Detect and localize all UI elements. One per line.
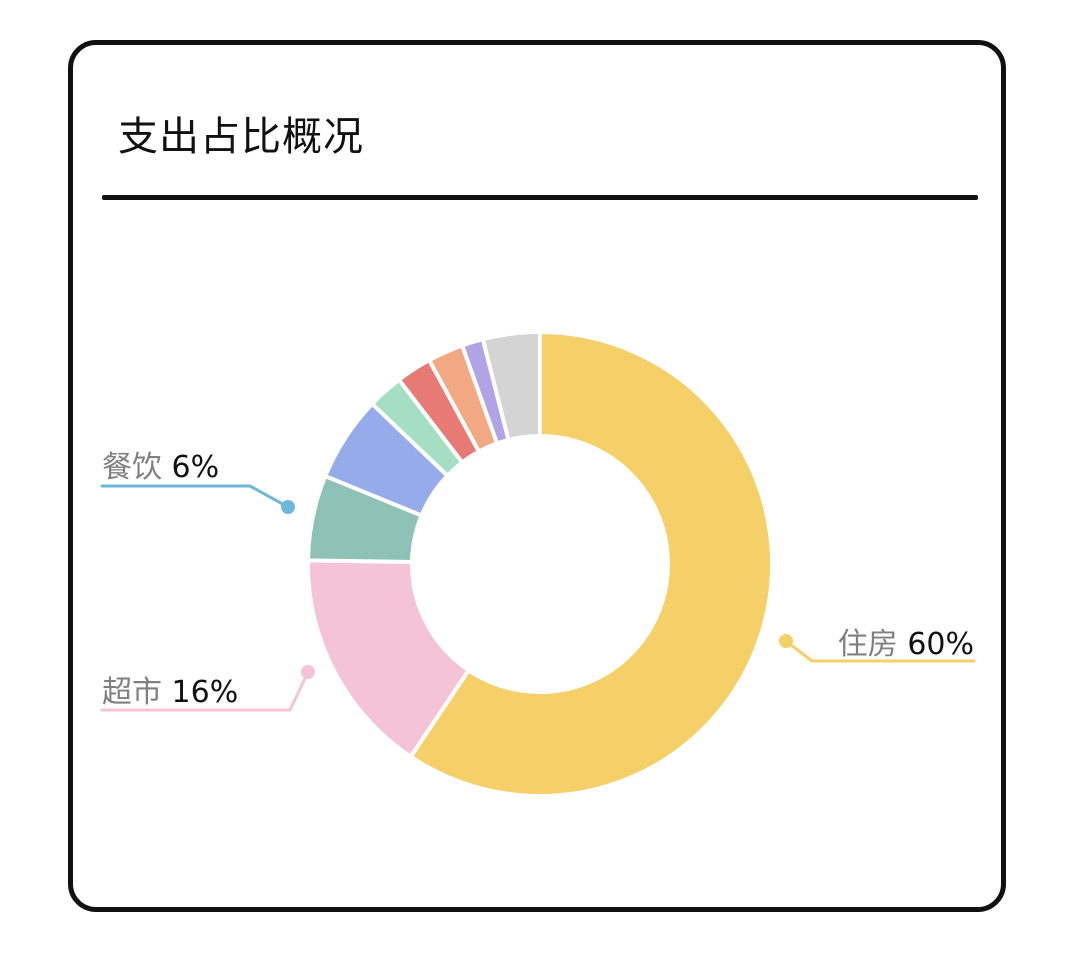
title-divider <box>102 195 978 200</box>
callout-line-3 <box>100 484 290 509</box>
callout-value-0: 60% <box>907 627 974 662</box>
callout-value-1: 16% <box>172 675 239 710</box>
donut-slice-0 <box>408 330 774 798</box>
donut-slice-8 <box>480 330 542 442</box>
donut-slice-1 <box>306 558 471 759</box>
callout-dot-0 <box>779 634 793 648</box>
callout-category-3: 餐饮 <box>102 450 172 485</box>
callout-value-3: 6% <box>172 450 220 485</box>
callout-label-3: 餐饮 6% <box>102 450 219 485</box>
callout-line-1 <box>100 670 310 712</box>
callout-category-0: 住房 <box>838 627 908 662</box>
callout-line-0 <box>784 639 976 663</box>
callout-dot-3 <box>281 500 295 514</box>
callout-category-1: 超市 <box>102 675 172 710</box>
callout-label-1: 超市 16% <box>102 675 238 710</box>
card-title: 支出占比概况 <box>118 114 364 160</box>
callout-dot-1 <box>301 665 315 679</box>
callout-label-0: 住房 60% <box>838 627 974 662</box>
